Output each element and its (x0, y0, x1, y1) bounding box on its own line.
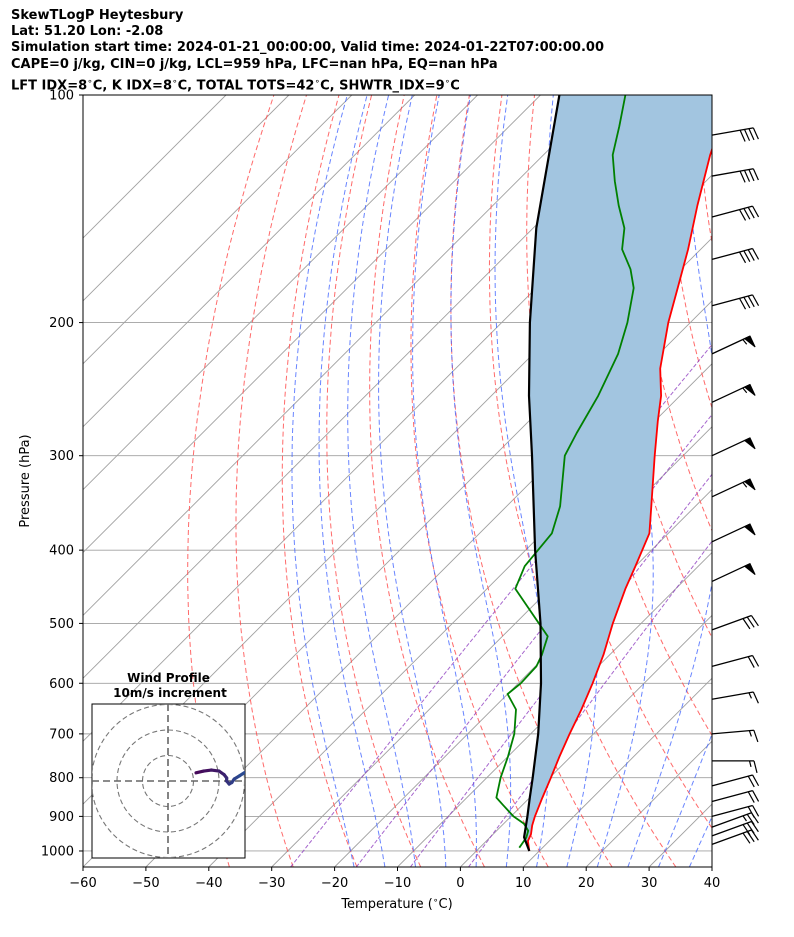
isotherm-line (83, 95, 604, 617)
isotherm-line (775, 95, 794, 867)
mixing-ratio-line (290, 343, 712, 867)
dry-adiabat (281, 95, 358, 867)
moist-adiabat (627, 95, 712, 867)
wind-barb (711, 829, 759, 845)
wind-barb (711, 774, 760, 788)
hodograph-subtitle: 10m/s increment (113, 686, 227, 700)
x-tick-label: 10 (515, 876, 532, 891)
isotherm-line (334, 488, 712, 867)
dry-adiabat (410, 95, 549, 867)
wind-barb (711, 478, 756, 498)
moist-adiabat (412, 95, 478, 867)
y-tick-label: 600 (49, 677, 74, 692)
wind-barb (711, 168, 759, 183)
wind-barb (711, 789, 760, 803)
isotherm-line (83, 95, 290, 302)
mixing-ratio-line (355, 413, 712, 867)
moist-adiabat (720, 95, 794, 867)
indices-line: CAPE=0 j/kg, CIN=0 j/kg, LCL=959 hPa, LF… (11, 57, 498, 72)
x-axis-label: Temperature (∘C) (340, 896, 452, 912)
x-tick-label: 40 (704, 876, 721, 891)
mixing-ratio-line (468, 540, 712, 867)
dry-adiabat (187, 95, 275, 867)
x-tick-label: −10 (384, 876, 411, 891)
y-tick-label: 700 (49, 727, 74, 742)
dewpoint-profile-line (495, 95, 635, 849)
x-tick-label: 20 (578, 876, 595, 891)
hodograph-ring (92, 704, 245, 858)
wind-barb (711, 205, 760, 221)
wind-barb (711, 614, 759, 631)
moist-adiabat (347, 95, 416, 867)
temperature-profile-line (527, 146, 712, 852)
x-tick-label: −20 (321, 876, 348, 891)
time-line: Simulation start time: 2024-01-21_00:00:… (11, 40, 604, 55)
isotherm-line (522, 677, 712, 867)
wind-barb (711, 383, 756, 403)
x-tick-label: −60 (69, 876, 96, 891)
y-tick-label: 800 (49, 771, 74, 786)
wind-barb (711, 335, 756, 355)
x-tick-label: −40 (195, 876, 222, 891)
isotherm-line (83, 95, 416, 428)
cin-shaded-area (524, 95, 712, 851)
moist-adiabat (291, 95, 355, 867)
moist-adiabat (378, 95, 447, 867)
y-tick-label: 300 (49, 449, 74, 464)
wind-barb (711, 294, 760, 310)
stability-line: LFT IDX=8∘C, K IDX=8∘C, TOTAL TOTS=42∘C,… (11, 77, 460, 94)
y-axis-label: Pressure (hPa) (18, 434, 33, 527)
wind-barb (711, 691, 759, 704)
isotherm-line (397, 551, 712, 867)
y-tick-label: 400 (49, 544, 74, 559)
x-tick-label: −50 (132, 876, 159, 891)
y-tick-label: 1000 (41, 844, 74, 859)
wind-barb (711, 820, 759, 837)
isotherm-line (83, 95, 227, 239)
wind-barbs (711, 127, 760, 845)
y-tick-label: 100 (49, 89, 74, 104)
wind-barb (711, 247, 760, 264)
x-tick-label: 30 (641, 876, 658, 891)
wind-barb (712, 760, 758, 774)
isotherm-line (460, 614, 712, 867)
moist-adiabat (494, 95, 551, 867)
isotherm-line (711, 866, 712, 867)
isotherm-line (271, 426, 712, 867)
wind-barb (711, 127, 759, 142)
x-tick-label: −30 (258, 876, 285, 891)
isotherm-line (83, 95, 478, 491)
hodograph-trace (237, 770, 245, 778)
moist-adiabat (318, 95, 386, 867)
moist-adiabat (658, 732, 712, 867)
moist-adiabat (450, 95, 512, 867)
wind-barb (711, 563, 756, 583)
dry-adiabat (763, 95, 794, 867)
isotherm-line (83, 95, 353, 365)
x-tick-label: 0 (456, 876, 464, 891)
hodograph-title: Wind Profile (127, 671, 210, 685)
wind-barb (711, 654, 760, 668)
y-tick-label: 500 (49, 617, 74, 632)
location-line: Lat: 51.20 Lon: -2.08 (11, 24, 164, 39)
wind-barb (711, 437, 756, 457)
parcel-profile-line (523, 95, 561, 852)
wind-barb (711, 804, 760, 818)
wind-barb (711, 523, 756, 543)
y-tick-label: 900 (49, 810, 74, 825)
wind-barb (711, 729, 759, 743)
dry-adiabat (235, 95, 307, 867)
y-tick-label: 200 (49, 316, 74, 331)
wind-barb (711, 812, 759, 828)
isotherm-line (83, 95, 541, 554)
dry-adiabat (369, 95, 485, 867)
chart-title: SkewTLogP Heytesbury (11, 8, 184, 23)
